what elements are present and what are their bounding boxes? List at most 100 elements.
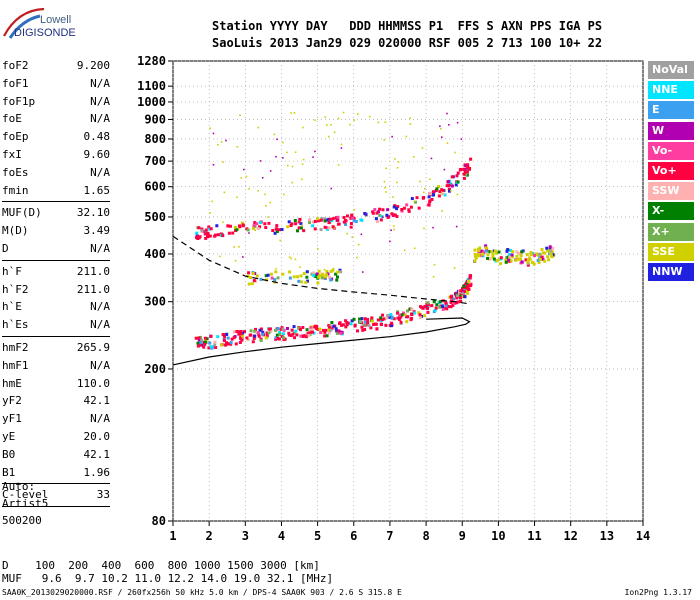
echo-point: [275, 333, 279, 337]
echo-point: [353, 323, 357, 327]
param-row: foF2 9.200: [2, 57, 110, 75]
echo-point: [338, 268, 342, 272]
echo-point: [547, 258, 551, 262]
echo-point: [485, 256, 489, 260]
echo-point: [426, 310, 430, 314]
clutter-point: [413, 247, 416, 250]
echo-point: [316, 327, 320, 331]
param-row: fxI 9.60: [2, 146, 110, 164]
param-value: N/A: [90, 300, 110, 314]
param-label: MUF(D): [2, 206, 42, 220]
x-tick-label: 2: [206, 529, 213, 543]
clutter-point: [212, 163, 215, 166]
clutter-point: [269, 201, 272, 204]
polarization-legend: NoVal NNE E W Vo- Vo+ SSW X- X+ SSE NNW: [648, 61, 694, 283]
echo-point: [305, 275, 309, 279]
param-row: M(D) 3.49: [2, 222, 110, 240]
echo-point: [545, 246, 549, 250]
echo-point: [452, 297, 456, 301]
echo-point: [261, 332, 265, 336]
echo-point: [455, 296, 459, 300]
echo-point: [435, 303, 439, 307]
clutter-point: [264, 193, 266, 196]
echo-point: [449, 295, 453, 299]
echo-point: [313, 274, 317, 278]
clutter-point: [383, 180, 386, 183]
station-header: Station YYYY DAY DDD HHMMSS P1 FFS S AXN…: [212, 18, 602, 52]
echo-point: [287, 331, 291, 335]
param-label: foE: [2, 112, 22, 126]
echo-point: [363, 328, 367, 332]
param-label: foEs: [2, 165, 29, 179]
echo-point: [468, 276, 472, 280]
echo-point: [484, 244, 488, 248]
echo-point: [293, 336, 297, 340]
echo-point: [219, 232, 223, 236]
clutter-point: [323, 268, 326, 271]
param-value: 32.10: [76, 206, 110, 220]
x-tick-label: 9: [459, 529, 466, 543]
echo-point: [258, 225, 262, 229]
echo-point: [433, 308, 437, 312]
clutter-point: [396, 166, 399, 169]
echo-point: [297, 220, 301, 224]
echo-point: [543, 251, 547, 255]
clutter-point: [248, 188, 250, 190]
echo-point: [359, 320, 363, 324]
echo-point: [386, 208, 390, 212]
echo-point: [355, 329, 359, 333]
echo-point: [510, 253, 514, 257]
param-label: foF1p: [2, 94, 36, 108]
echo-point: [390, 315, 394, 319]
echo-point: [484, 246, 488, 250]
echo-point: [550, 254, 554, 258]
echo-point: [463, 289, 467, 293]
echo-point: [430, 304, 434, 308]
clutter-point: [223, 191, 226, 194]
autoscaling-info: Auto: Artist5 500200: [2, 478, 48, 529]
echo-point: [508, 255, 512, 259]
echo-point: [486, 253, 490, 257]
echo-point: [465, 173, 469, 177]
echo-point: [203, 342, 207, 346]
echo-point: [418, 315, 422, 319]
echo-point: [405, 309, 409, 313]
echo-point: [330, 326, 334, 330]
echo-point: [316, 217, 320, 221]
echo-point: [352, 219, 356, 223]
echo-point: [214, 233, 218, 237]
echo-point: [548, 245, 552, 249]
echo-point: [299, 274, 303, 278]
echo-point: [305, 328, 309, 332]
echo-point: [418, 313, 422, 317]
echo-point: [384, 316, 388, 320]
footer-software-version: Ion2Png 1.3.17: [624, 588, 692, 597]
echo-point: [274, 336, 278, 340]
echo-point: [302, 271, 306, 275]
clutter-point: [405, 135, 408, 138]
param-separator: [2, 335, 110, 337]
param-value: 33: [96, 488, 110, 502]
clutter-point: [286, 164, 289, 167]
echo-point: [467, 287, 471, 291]
x-tick-label: 6: [350, 529, 357, 543]
clutter-point: [342, 111, 345, 114]
echo-point: [207, 346, 211, 350]
echo-point: [427, 203, 431, 207]
echo-point: [257, 334, 261, 338]
param-value: 42.1: [83, 447, 111, 461]
x-tick-label: 3: [242, 529, 249, 543]
echo-point: [444, 301, 448, 305]
clutter-point: [219, 255, 221, 258]
muf-row: MUF 9.6 9.7 10.2 11.0 12.2 14.0 19.0 32.…: [2, 572, 334, 585]
echo-point: [259, 339, 263, 343]
echo-point: [194, 336, 198, 340]
echo-point: [277, 337, 281, 341]
clutter-point: [299, 266, 301, 268]
echo-point: [547, 252, 551, 256]
echo-point: [402, 206, 406, 210]
clutter-point: [460, 138, 463, 140]
echo-point: [196, 341, 200, 345]
echo-point: [219, 343, 223, 347]
